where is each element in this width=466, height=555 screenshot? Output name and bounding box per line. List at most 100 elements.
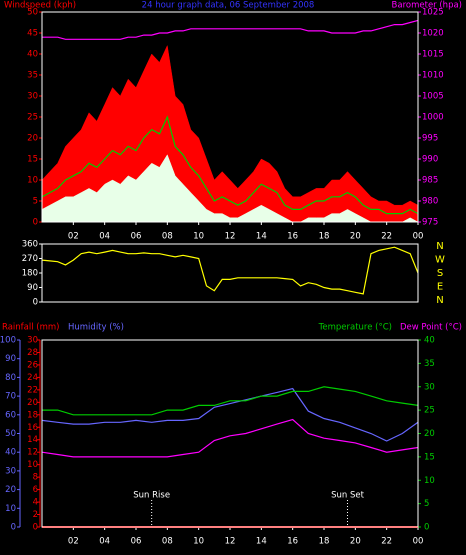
x-tick-label: 00 (413, 537, 424, 547)
y-tick-label: 10 (27, 176, 38, 186)
x-tick-label: 04 (99, 537, 110, 547)
compass-label: S (437, 268, 443, 279)
line (41, 418, 419, 458)
y-tick-label: 10 (5, 504, 16, 514)
x-tick-label: 06 (131, 537, 142, 547)
line (42, 19, 419, 40)
y-tick-label: 30 (27, 336, 38, 346)
x-tick-label: 12 (225, 537, 236, 547)
x-tick-label: 12 (225, 232, 236, 242)
plot-frame (41, 11, 419, 223)
y-tick-label: 30 (424, 382, 435, 392)
y-tick-label: 985 (422, 176, 438, 186)
y-tick-label: 8 (33, 473, 38, 483)
axis-label: Rainfall (mm) (2, 323, 60, 333)
x-tick-label: 14 (256, 232, 267, 242)
y-tick-label: 0 (33, 523, 38, 533)
y-tick-label: 40 (5, 448, 16, 458)
y-tick-label: 5 (424, 499, 429, 509)
annotation: Sun Rise (133, 491, 170, 501)
y-tick-label: 18 (27, 410, 38, 420)
y-tick-label: 50 (5, 429, 16, 439)
y-tick-label: 1005 (422, 92, 444, 102)
y-tick-label: 22 (27, 385, 38, 395)
y-tick-label: 45 (27, 29, 38, 39)
x-tick-label: 08 (162, 232, 173, 242)
x-tick-label: 02 (68, 232, 79, 242)
y-tick-label: 20 (5, 485, 16, 495)
line (41, 246, 419, 295)
y-tick-label: 25 (424, 406, 435, 416)
y-tick-label: 0 (33, 298, 38, 308)
x-tick-label: 02 (68, 537, 79, 547)
y-tick-label: 15 (27, 155, 38, 165)
axis-label: Windspeed (kph) (4, 1, 76, 11)
y-tick-label: 12 (27, 448, 38, 458)
annotation: Sun Set (331, 491, 364, 501)
line (41, 115, 419, 215)
area (41, 154, 419, 223)
y-tick-label: 4 (33, 498, 38, 508)
y-tick-label: 270 (22, 254, 38, 264)
y-tick-label: 0 (11, 523, 16, 533)
area (41, 44, 419, 223)
x-tick-label: 18 (319, 232, 330, 242)
axis-label: Humidity (%) (68, 323, 124, 333)
y-tick-label: 80 (5, 373, 16, 383)
x-tick-label: 10 (193, 232, 204, 242)
y-tick-label: 2 (33, 510, 38, 520)
y-tick-label: 90 (5, 354, 16, 364)
x-tick-label: 14 (256, 537, 267, 547)
plot-frame (41, 339, 419, 528)
y-tick-label: 30 (27, 92, 38, 102)
y-tick-label: 14 (27, 435, 38, 445)
axis-label: Dew Point (°C) (400, 323, 462, 333)
y-tick-label: 35 (424, 359, 435, 369)
x-tick-label: 16 (287, 537, 298, 547)
y-tick-label: 990 (422, 155, 438, 165)
y-tick-label: 24 (27, 373, 38, 383)
y-tick-label: 995 (422, 134, 438, 144)
y-tick-label: 90 (27, 283, 38, 293)
y-tick-label: 50 (27, 8, 38, 18)
plot-frame (41, 243, 419, 303)
y-tick-label: 1000 (422, 113, 444, 123)
y-tick-label: 28 (27, 348, 38, 358)
x-tick-label: 06 (131, 232, 142, 242)
y-tick-label: 980 (422, 197, 438, 207)
y-tick-label: 10 (424, 476, 435, 486)
axis-label: Temperature (°C) (318, 323, 392, 333)
y-tick-label: 30 (5, 466, 16, 476)
y-tick-label: 25 (27, 113, 38, 123)
y-tick-label: 1025 (422, 8, 444, 18)
compass-label: N (436, 295, 443, 306)
x-tick-label: 10 (193, 537, 204, 547)
x-tick-label: 16 (287, 232, 298, 242)
y-tick-label: 1015 (422, 50, 444, 60)
y-tick-label: 0 (33, 218, 38, 228)
y-tick-label: 35 (27, 71, 38, 81)
x-tick-label: 22 (381, 232, 392, 242)
y-tick-label: 15 (424, 452, 435, 462)
line (41, 387, 419, 442)
chart-title: 24 hour graph data, 06 September 2008 (142, 1, 315, 11)
y-tick-label: 6 (33, 485, 38, 495)
y-tick-label: 20 (27, 398, 38, 408)
compass-label: W (435, 255, 445, 266)
x-tick-label: 20 (350, 232, 361, 242)
y-tick-label: 10 (27, 460, 38, 470)
y-tick-label: 0 (424, 523, 429, 533)
y-tick-label: 26 (27, 360, 38, 370)
x-tick-label: 04 (99, 232, 110, 242)
compass-label: E (437, 282, 443, 293)
y-tick-label: 5 (33, 197, 38, 207)
line (42, 386, 419, 416)
y-tick-label: 360 (22, 240, 38, 250)
y-tick-label: 975 (422, 218, 438, 228)
y-tick-label: 1020 (422, 29, 444, 39)
y-tick-label: 20 (424, 429, 435, 439)
y-tick-label: 16 (27, 423, 38, 433)
